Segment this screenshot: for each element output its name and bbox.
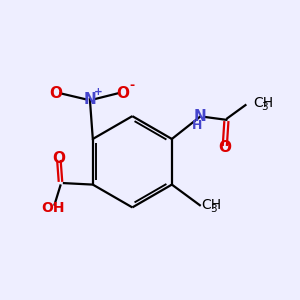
Text: 3: 3 — [210, 204, 217, 214]
Text: +: + — [94, 87, 103, 97]
Text: O: O — [218, 140, 231, 155]
Text: N: N — [194, 110, 206, 124]
Text: CH: CH — [253, 96, 273, 110]
Text: N: N — [83, 92, 96, 107]
Text: H: H — [192, 118, 202, 132]
Text: O: O — [50, 86, 62, 101]
Text: -: - — [129, 80, 134, 92]
Text: CH: CH — [201, 198, 221, 212]
Text: 3: 3 — [262, 102, 268, 112]
Text: O: O — [52, 151, 65, 166]
Text: OH: OH — [41, 201, 65, 215]
Text: O: O — [116, 86, 129, 101]
